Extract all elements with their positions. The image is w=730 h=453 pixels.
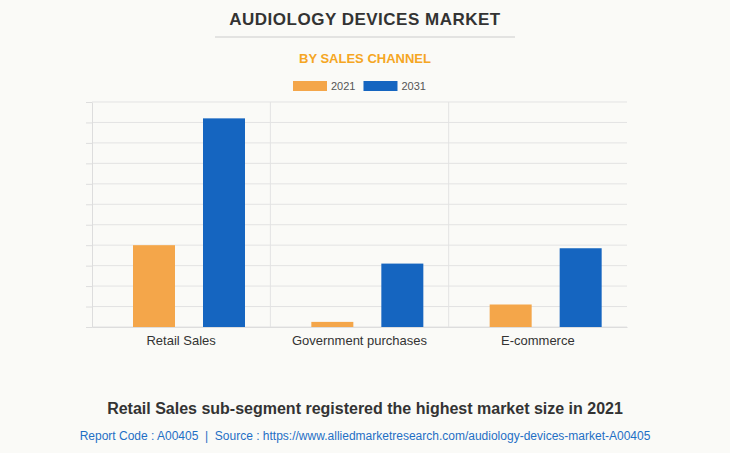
bars — [133, 118, 602, 327]
grid-line — [92, 204, 627, 205]
y-tick-mark — [86, 184, 92, 185]
y-tick — [86, 122, 92, 123]
grid — [92, 102, 627, 327]
y-axis — [86, 103, 93, 328]
legend-label: 2031 — [401, 80, 425, 92]
y-tick — [86, 286, 92, 287]
y-tick — [86, 204, 92, 205]
caption: Retail Sales sub-segment registered the … — [107, 400, 623, 417]
title: AUDIOLOGY DEVICES MARKET — [229, 10, 501, 29]
x-tick-label: Retail Sales — [146, 333, 216, 348]
background — [0, 0, 730, 453]
y-axis-line — [92, 103, 93, 328]
y-tick — [86, 245, 92, 246]
y-tick-mark — [86, 163, 92, 164]
bar — [381, 264, 423, 327]
grid-line — [92, 102, 627, 103]
bar — [311, 322, 353, 327]
y-tick-mark — [86, 266, 92, 267]
x-tick-label: Government purchases — [292, 333, 428, 348]
y-tick-mark — [86, 286, 92, 287]
footer: Report Code : A00405 | Source : https://… — [80, 429, 651, 443]
chart: AUDIOLOGY DEVICES MARKET BY SALES CHANNEL… — [0, 0, 730, 453]
x-axis: Retail Sales Government purchases E-commer… — [93, 327, 628, 348]
title-rule — [215, 37, 515, 38]
grid-line — [92, 163, 627, 164]
y-tick — [86, 225, 92, 226]
grid-line — [92, 224, 627, 225]
y-tick — [86, 266, 92, 267]
grid-line — [92, 142, 627, 143]
x-tick: Retail Sales — [146, 327, 216, 348]
y-tick-mark — [86, 102, 92, 103]
bar — [560, 248, 602, 327]
legend: 2021 2031 — [293, 80, 426, 92]
x-tick: E-commerce — [501, 327, 575, 348]
y-tick-mark — [86, 204, 92, 205]
x-tick-label: E-commerce — [501, 333, 575, 348]
y-tick-mark — [86, 327, 92, 328]
y-tick — [86, 163, 92, 164]
bar — [203, 118, 245, 327]
y-tick-mark — [86, 122, 92, 123]
x-axis-line — [93, 327, 628, 328]
legend-swatch — [363, 81, 397, 91]
bar — [490, 305, 532, 328]
legend-swatch — [293, 81, 327, 91]
y-tick — [86, 143, 92, 144]
bar — [133, 245, 175, 327]
legend-label: 2021 — [331, 80, 355, 92]
y-tick — [86, 327, 92, 328]
y-tick-mark — [86, 307, 92, 308]
subtitle: BY SALES CHANNEL — [299, 51, 431, 66]
category-separator — [448, 102, 449, 327]
y-tick-mark — [86, 245, 92, 246]
y-tick — [86, 102, 92, 103]
x-tick: Government purchases — [292, 327, 428, 348]
grid-line — [92, 122, 627, 123]
y-tick-mark — [86, 225, 92, 226]
grid-line — [92, 183, 627, 184]
category-separator — [270, 102, 271, 327]
y-tick — [86, 307, 92, 308]
y-tick — [86, 184, 92, 185]
y-tick-mark — [86, 143, 92, 144]
